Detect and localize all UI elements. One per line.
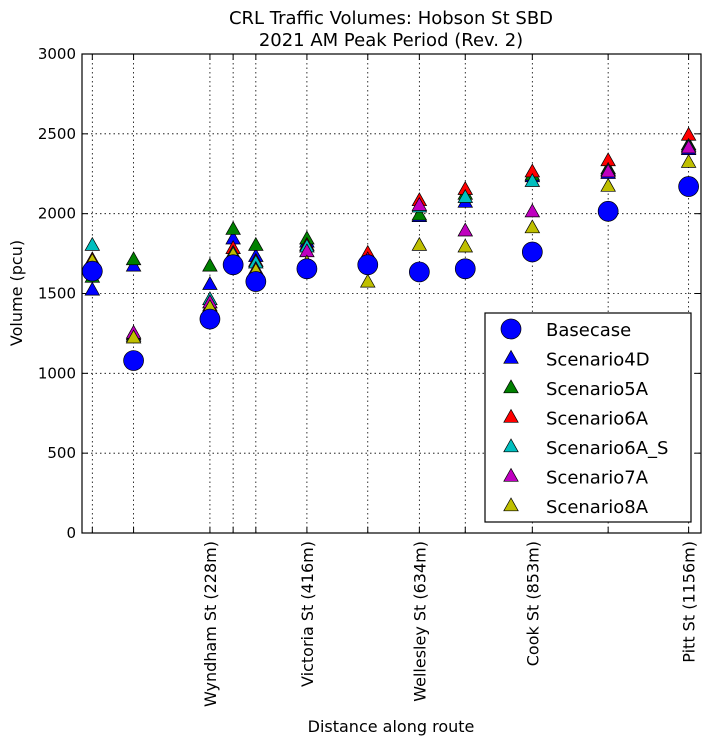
y-tick-label: 500 xyxy=(47,444,76,462)
legend-marker xyxy=(500,318,522,340)
data-point xyxy=(248,236,264,251)
data-point xyxy=(225,220,241,235)
series-scenario6a xyxy=(84,126,697,341)
legend-marker xyxy=(503,408,519,423)
x-tick-label: Cook St (853m) xyxy=(523,541,542,666)
x-tick-label: Pitt St (1156m) xyxy=(680,541,699,663)
chart-subtitle: 2021 AM Peak Period (Rev. 2) xyxy=(259,30,523,51)
data-point xyxy=(457,188,474,203)
data-point xyxy=(409,261,430,283)
data-point xyxy=(222,254,244,276)
data-point xyxy=(199,308,221,330)
data-point xyxy=(359,273,376,288)
data-point xyxy=(600,163,616,178)
legend-marker xyxy=(503,379,519,394)
legend-marker xyxy=(503,438,519,453)
legend-marker xyxy=(503,497,519,512)
legend-marker xyxy=(503,467,519,482)
y-tick-label: 0 xyxy=(66,524,76,542)
data-point xyxy=(357,254,379,276)
y-tick-label: 2000 xyxy=(38,205,76,223)
legend-label: Scenario7A xyxy=(546,468,649,489)
plot-frame xyxy=(81,53,702,534)
data-point xyxy=(84,281,101,296)
data-point xyxy=(524,173,541,187)
legend-label: Scenario6A xyxy=(546,409,649,430)
y-tick-label: 2500 xyxy=(38,125,76,143)
legend: Basecase Scenario4D Scenario5A Scenario6A Sc… xyxy=(484,312,692,523)
legend-frame xyxy=(484,312,692,523)
chart-title: CRL Traffic Volumes: Hobson St SBD xyxy=(229,8,553,29)
data-point xyxy=(123,350,144,371)
x-axis: Wyndham St (228m) Victoria St (416m) Welle… xyxy=(91,54,699,707)
legend-label: Basecase xyxy=(546,320,631,341)
data-point xyxy=(411,236,428,251)
x-tick-label: Victoria St (416m) xyxy=(298,541,317,687)
data-point xyxy=(457,222,474,237)
data-point xyxy=(202,257,218,272)
data-point xyxy=(524,219,541,234)
data-point xyxy=(597,200,619,222)
data-point xyxy=(125,251,142,266)
y-tick-label: 3000 xyxy=(38,45,76,63)
legend-label: Scenario5A xyxy=(546,379,649,400)
data-point xyxy=(678,176,699,197)
data-point xyxy=(84,236,101,251)
legend-label: Scenario6A_S xyxy=(546,438,668,459)
data-point xyxy=(457,238,474,253)
legend-marker xyxy=(503,349,519,364)
legend-label: Scenario8A xyxy=(546,497,649,518)
x-tick-label: Wyndham St (228m) xyxy=(201,541,220,707)
data-point xyxy=(680,139,697,154)
data-point xyxy=(202,276,218,290)
y-tick-label: 1500 xyxy=(38,285,76,303)
data-point xyxy=(125,329,142,344)
legend-label: Scenario4D xyxy=(546,350,650,371)
data-point xyxy=(524,203,541,218)
data-point xyxy=(521,241,543,263)
data-point xyxy=(680,153,697,168)
data-point xyxy=(411,206,428,221)
y-tick-label: 1000 xyxy=(38,364,76,382)
series-scenario6a_s xyxy=(84,137,697,342)
data-point xyxy=(296,258,318,280)
y-axis: 0 500 1000 1500 2000 2500 3000 xyxy=(38,45,701,542)
data-point xyxy=(81,260,103,282)
x-axis-label: Distance along route xyxy=(308,717,475,736)
x-tick-label: Wellesley St (634m) xyxy=(410,541,429,702)
plot-area xyxy=(81,126,699,371)
data-point xyxy=(411,196,428,211)
series-basecase xyxy=(81,176,699,371)
data-point xyxy=(454,258,476,280)
y-axis-label: Volume (pcu) xyxy=(7,240,26,346)
data-point xyxy=(600,177,616,192)
data-point xyxy=(245,271,267,292)
